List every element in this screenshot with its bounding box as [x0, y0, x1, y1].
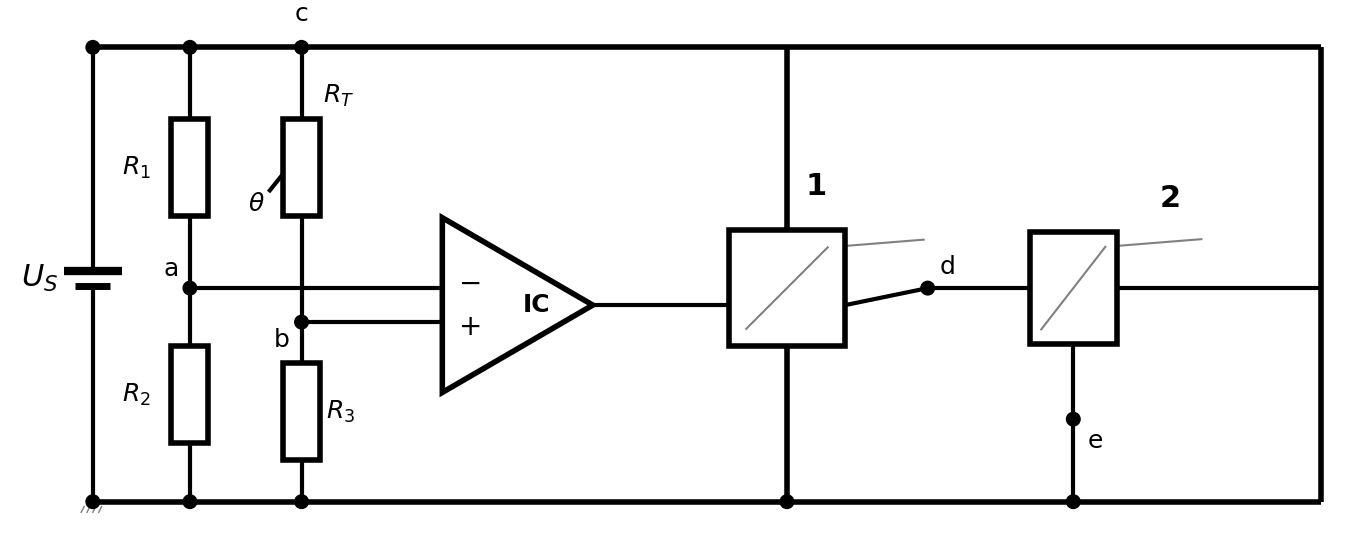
Circle shape — [86, 41, 100, 54]
Circle shape — [295, 495, 308, 509]
Text: c: c — [295, 2, 308, 26]
Text: 2: 2 — [1160, 184, 1181, 213]
Text: $+$: $+$ — [459, 313, 481, 341]
Text: $R_2$: $R_2$ — [122, 382, 151, 408]
Text: d: d — [940, 255, 955, 278]
Bar — [284, 119, 321, 216]
Circle shape — [295, 41, 308, 54]
Bar — [1030, 232, 1117, 344]
Text: b: b — [274, 328, 290, 351]
Text: $R_T$: $R_T$ — [323, 84, 353, 110]
Circle shape — [780, 495, 793, 509]
Bar — [729, 230, 845, 346]
Text: $-$: $-$ — [459, 269, 481, 297]
Text: 1: 1 — [806, 172, 826, 201]
Circle shape — [184, 495, 197, 509]
Text: e: e — [1088, 428, 1103, 452]
Circle shape — [184, 41, 197, 54]
Circle shape — [1066, 495, 1080, 509]
Text: $U_S$: $U_S$ — [21, 263, 58, 294]
Bar — [284, 363, 321, 461]
Circle shape — [921, 281, 934, 295]
Text: $\theta$: $\theta$ — [248, 192, 266, 216]
Circle shape — [295, 315, 308, 329]
Bar — [171, 119, 208, 216]
Text: a: a — [163, 257, 178, 281]
Circle shape — [184, 281, 197, 295]
Circle shape — [86, 495, 100, 509]
Text: $R_1$: $R_1$ — [122, 155, 151, 181]
Text: $R_3$: $R_3$ — [326, 399, 355, 425]
Bar — [171, 346, 208, 443]
Text: IC: IC — [523, 293, 551, 317]
Circle shape — [1066, 412, 1080, 426]
